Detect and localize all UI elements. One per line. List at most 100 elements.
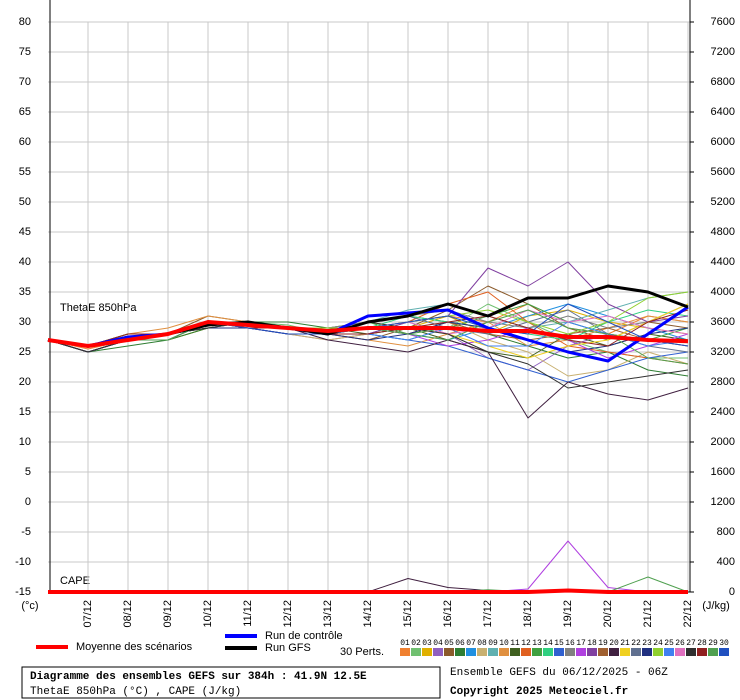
legend-swatch <box>554 648 564 656</box>
y2-tick-label: 5600 <box>711 166 735 178</box>
legend-label: 15 <box>554 639 564 648</box>
legend-swatch <box>587 648 597 656</box>
y2-tick-label: 1600 <box>711 466 735 478</box>
x-tick-label: 22/12 <box>682 600 694 628</box>
x-tick-label: 15/12 <box>402 600 414 628</box>
y-tick-label: 70 <box>19 76 31 88</box>
y-tick-label: 45 <box>19 226 31 238</box>
y-tick-label: 75 <box>19 46 31 58</box>
y2-tick-label: 5200 <box>711 196 735 208</box>
y2-tick-label: 4800 <box>711 226 735 238</box>
y-tick-label: 65 <box>19 106 31 118</box>
legend-swatch <box>598 648 608 656</box>
legend-swatch <box>609 648 619 656</box>
legend-swatch <box>433 648 443 656</box>
legend-label: 16 <box>565 639 575 648</box>
x-tick-label: 21/12 <box>642 600 654 628</box>
y-tick-label: 10 <box>19 436 31 448</box>
legend-swatch <box>664 648 674 656</box>
legend-label: 08 <box>477 639 487 648</box>
y-tick-label: 50 <box>19 196 31 208</box>
legend-label: 29 <box>708 639 718 648</box>
legend-label: 02 <box>411 639 421 648</box>
legend-swatch <box>719 648 729 656</box>
x-tick-label: 14/12 <box>362 600 374 628</box>
y2-tick-label: 6000 <box>711 136 735 148</box>
title-box <box>21 666 441 699</box>
x-tick-label: 08/12 <box>122 600 134 628</box>
run-info: Ensemble GEFS du 06/12/2025 - 06Z <box>450 667 668 679</box>
y2-tick-label: 1200 <box>711 496 735 508</box>
legend-label: 19 <box>598 639 608 648</box>
legend-label: 06 <box>455 639 465 648</box>
x-tick-label: 20/12 <box>602 600 614 628</box>
x-tick-label: 10/12 <box>202 600 214 628</box>
legend-swatch <box>631 648 641 656</box>
y-tick-label: 55 <box>19 166 31 178</box>
legend-swatch <box>400 648 410 656</box>
legend-swatch <box>488 648 498 656</box>
legend-swatch <box>422 648 432 656</box>
y2-tick-label: 6800 <box>711 76 735 88</box>
y-tick-label: 30 <box>19 316 31 328</box>
x-tick-label: 13/12 <box>322 600 334 628</box>
y2-tick-label: 2400 <box>711 406 735 418</box>
legend-swatch <box>499 648 509 656</box>
legend-swatch <box>576 648 586 656</box>
y2-tick-label: 800 <box>717 526 735 538</box>
legend-label: 12 <box>521 639 531 648</box>
legend-swatch <box>521 648 531 656</box>
x-tick-label: 18/12 <box>522 600 534 628</box>
y2-tick-label: 6400 <box>711 106 735 118</box>
legend-swatch <box>411 648 421 656</box>
y2-tick-label: 3200 <box>711 346 735 358</box>
legend-label: 30 <box>719 639 729 648</box>
legend-swatch <box>697 648 707 656</box>
legend-label: 28 <box>697 639 707 648</box>
legend-label: 27 <box>686 639 696 648</box>
legend-label: 18 <box>587 639 597 648</box>
legend-label: 20 <box>609 639 619 648</box>
legend-label: 17 <box>576 639 586 648</box>
annotation: CAPE <box>60 575 90 587</box>
legend-swatch <box>466 648 476 656</box>
legend-swatch <box>455 648 465 656</box>
y2-tick-label: 7600 <box>711 16 735 28</box>
legend-label: 10 <box>499 639 509 648</box>
legend-label: 21 <box>620 639 630 648</box>
legend-label: 04 <box>433 639 443 648</box>
y-tick-label: 20 <box>19 376 31 388</box>
x-tick-label: 12/12 <box>282 600 294 628</box>
y2-tick-label: 2000 <box>711 436 735 448</box>
legend-label: 22 <box>631 639 641 648</box>
legend-label: 07 <box>466 639 476 648</box>
x-tick-label: 16/12 <box>442 600 454 628</box>
x-tick-label: 07/12 <box>82 600 94 628</box>
perturbations-label: 30 Perts. <box>340 646 384 658</box>
y-tick-label: 40 <box>19 256 31 268</box>
legend-label: Run GFS <box>265 642 311 654</box>
x-tick-label: 17/12 <box>482 600 494 628</box>
y-tick-label: -15 <box>15 586 31 598</box>
y2-tick-label: 400 <box>717 556 735 568</box>
legend-swatch <box>686 648 696 656</box>
y-tick-label: 25 <box>19 346 31 358</box>
y2-tick-label: 3600 <box>711 316 735 328</box>
series-line <box>47 320 689 348</box>
legend-label: 09 <box>488 639 498 648</box>
legend-label: 01 <box>400 639 410 648</box>
legend-swatch <box>477 648 487 656</box>
y-tick-label: 5 <box>25 466 31 478</box>
legend-label: Run de contrôle <box>265 630 343 642</box>
y-tick-label: 15 <box>19 406 31 418</box>
y-tick-label: 0 <box>25 496 31 508</box>
legend-swatch <box>675 648 685 656</box>
legend-label: 03 <box>422 639 432 648</box>
y-tick-label: -5 <box>21 526 31 538</box>
y2-axis-label: (J/kg) <box>702 600 730 612</box>
x-tick-label: 11/12 <box>242 600 254 627</box>
legend-swatch <box>620 648 630 656</box>
y-tick-label: 35 <box>19 286 31 298</box>
y2-tick-label: 2800 <box>711 376 735 388</box>
